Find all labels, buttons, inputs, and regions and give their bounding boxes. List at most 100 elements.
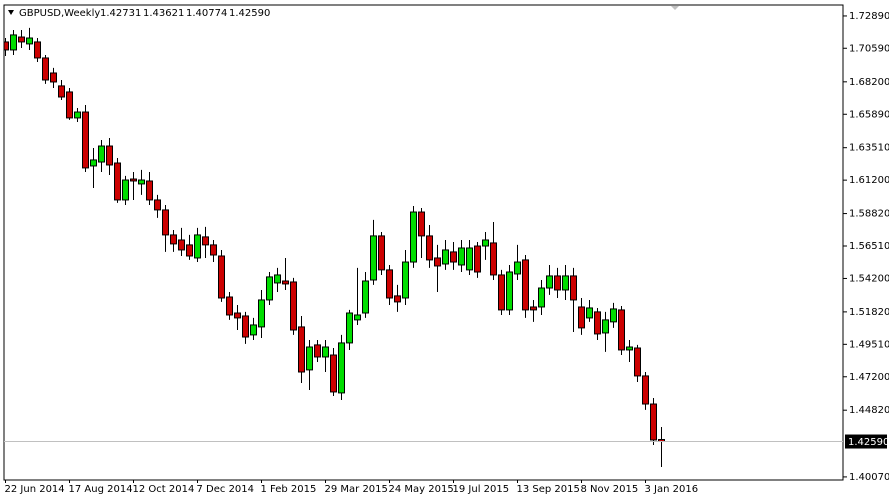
candle-body xyxy=(586,307,593,319)
candle-body xyxy=(506,271,513,311)
candle-body xyxy=(626,346,633,351)
candle-body xyxy=(554,275,561,291)
candle-body xyxy=(330,354,337,393)
candle-body xyxy=(466,247,473,271)
candle-body xyxy=(322,346,329,358)
candle-body xyxy=(26,37,33,45)
y-tick-label: 1.61200 xyxy=(849,175,889,186)
candle-body xyxy=(434,257,441,267)
y-tick-label: 1.68200 xyxy=(849,77,889,88)
candle-body xyxy=(522,259,529,311)
y-tick-label: 1.65890 xyxy=(849,109,889,120)
x-tick-label: 13 Sep 2015 xyxy=(517,484,580,495)
candle-body xyxy=(82,111,89,169)
candle-body xyxy=(362,280,369,314)
candle-body xyxy=(170,234,177,245)
candle-body xyxy=(66,91,73,119)
candle-body xyxy=(306,346,313,371)
candle-body xyxy=(258,299,265,328)
candle-body xyxy=(34,41,41,59)
candle-body xyxy=(18,36,25,43)
candle-body xyxy=(314,344,321,358)
x-tick-label: 3 Jan 2016 xyxy=(645,484,699,495)
y-tick-label: 1.51820 xyxy=(849,307,889,318)
header-low: 1.40774 xyxy=(186,8,227,19)
header-high: 1.43621 xyxy=(143,8,184,19)
candle-body xyxy=(386,269,393,299)
candle-body xyxy=(578,306,585,329)
last-price-label: 1.42590 xyxy=(848,437,889,448)
y-tick-label: 1.44820 xyxy=(849,405,889,416)
last-price-box xyxy=(845,434,887,449)
candle-body xyxy=(394,295,401,303)
candle-body xyxy=(450,251,457,263)
y-tick-label: 1.40070 xyxy=(849,472,889,483)
candle-body xyxy=(538,287,545,308)
candle-body xyxy=(514,261,521,275)
y-tick-label: 1.49510 xyxy=(849,339,889,350)
candle-body xyxy=(458,247,465,266)
candle-body xyxy=(74,111,81,119)
y-tick-label: 1.58820 xyxy=(849,209,889,220)
header-open: 1.42731 xyxy=(100,8,141,19)
y-tick-label: 1.56510 xyxy=(849,241,889,252)
candle-body xyxy=(138,179,145,185)
x-tick-label: 22 Jun 2014 xyxy=(5,484,65,495)
candle-body xyxy=(338,342,345,394)
candle-body xyxy=(642,375,649,405)
candle-body xyxy=(58,85,65,98)
candle-body xyxy=(202,236,209,246)
candle-body xyxy=(346,312,353,344)
candle-body xyxy=(42,57,49,81)
candle-body xyxy=(210,244,217,256)
candle-body xyxy=(114,162,121,201)
x-tick-label: 12 Oct 2014 xyxy=(133,484,195,495)
y-tick-label: 1.72890 xyxy=(849,11,889,22)
header-close: 1.42590 xyxy=(229,8,270,19)
candle-body xyxy=(250,324,257,336)
candle-body xyxy=(3,41,9,51)
candle-body xyxy=(594,311,601,335)
candle-body xyxy=(562,275,569,291)
candle-body xyxy=(266,276,273,301)
candle-body xyxy=(290,281,297,331)
candle-body xyxy=(298,326,305,373)
x-tick-label: 8 Nov 2015 xyxy=(581,484,639,495)
candle-body xyxy=(418,211,425,237)
y-tick-label: 1.70590 xyxy=(849,43,889,54)
candle-body xyxy=(90,159,97,167)
candle-body xyxy=(194,234,201,259)
candle-body xyxy=(570,275,577,301)
y-tick-label: 1.63510 xyxy=(849,143,889,154)
candle-body xyxy=(410,211,417,263)
candle-body xyxy=(402,261,409,299)
candle-body xyxy=(282,280,289,285)
candle-body xyxy=(490,242,497,276)
candle-body xyxy=(546,275,553,289)
candle-body xyxy=(178,239,185,251)
candle-body xyxy=(162,209,169,236)
plot-frame xyxy=(3,4,844,481)
candle-body xyxy=(530,306,537,311)
candle-body xyxy=(106,145,113,166)
candle-body xyxy=(226,296,233,316)
candle-body xyxy=(354,314,361,321)
candle-body xyxy=(130,178,137,182)
menu-triangle xyxy=(8,10,14,15)
x-tick-label: 1 Feb 2015 xyxy=(261,484,317,495)
candle-body xyxy=(242,315,249,338)
candle-body xyxy=(98,145,105,163)
candle-body xyxy=(50,72,57,83)
candle-body xyxy=(634,347,641,377)
candle-body xyxy=(186,244,193,257)
candle-body xyxy=(650,403,657,441)
shift-marker xyxy=(671,6,679,10)
candle-body xyxy=(146,180,153,201)
candle-body xyxy=(274,274,281,284)
x-tick-label: 7 Dec 2014 xyxy=(197,484,255,495)
candle-body xyxy=(610,308,617,323)
candle-body xyxy=(10,34,17,51)
y-tick-label: 1.54200 xyxy=(849,273,889,284)
y-tick-label: 1.47200 xyxy=(849,372,889,383)
